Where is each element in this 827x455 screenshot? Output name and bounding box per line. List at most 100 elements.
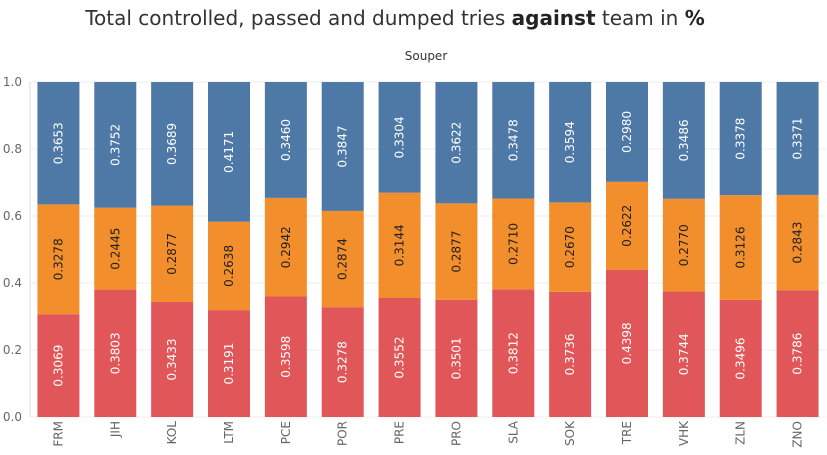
x-tick-label: ZLN bbox=[734, 421, 748, 445]
data-label: 0.3812 bbox=[506, 332, 520, 374]
data-label: 0.3069 bbox=[51, 345, 65, 387]
data-label: 0.3371 bbox=[791, 117, 805, 159]
data-label: 0.3847 bbox=[336, 125, 350, 167]
bar-segment bbox=[151, 82, 194, 206]
data-label: 0.3552 bbox=[393, 337, 407, 379]
y-tick-label: 0.8 bbox=[3, 142, 22, 156]
bar-segment bbox=[37, 204, 80, 315]
data-label: 0.3191 bbox=[222, 343, 236, 385]
data-label: 0.2980 bbox=[620, 111, 634, 153]
bar-segment bbox=[776, 290, 819, 417]
y-tick-label: 1.0 bbox=[3, 75, 22, 89]
y-tick-label: 0.2 bbox=[3, 343, 22, 357]
data-label: 0.3622 bbox=[449, 122, 463, 164]
data-label: 0.3304 bbox=[393, 116, 407, 158]
data-label: 0.3752 bbox=[108, 124, 122, 166]
data-label: 0.2843 bbox=[791, 222, 805, 264]
data-label: 0.3378 bbox=[734, 118, 748, 160]
bar-segment bbox=[662, 198, 705, 292]
bar-segment bbox=[492, 82, 535, 199]
bar-segment bbox=[94, 207, 137, 290]
x-tick-label: PRE bbox=[393, 421, 407, 444]
data-label: 0.2770 bbox=[677, 224, 691, 266]
bar-segment bbox=[776, 194, 819, 291]
bar-segment bbox=[37, 314, 80, 417]
data-label: 0.4171 bbox=[222, 131, 236, 173]
y-axis: 0.0 0.2 0.4 0.6 0.8 1.0 bbox=[3, 75, 31, 424]
bar-segment bbox=[378, 82, 421, 193]
data-label: 0.3433 bbox=[165, 338, 179, 380]
data-label: 0.3460 bbox=[279, 119, 293, 161]
bar-segment bbox=[321, 82, 364, 211]
data-label: 0.3496 bbox=[734, 337, 748, 379]
bar-segment bbox=[435, 299, 478, 417]
data-label: 0.3126 bbox=[734, 227, 748, 269]
data-label: 0.3486 bbox=[677, 119, 691, 161]
bar-segment bbox=[208, 221, 250, 311]
data-label: 0.2942 bbox=[279, 226, 293, 268]
bar-segment bbox=[776, 82, 819, 195]
data-label: 0.2445 bbox=[108, 228, 122, 270]
data-label: 0.3278 bbox=[51, 238, 65, 280]
data-label: 0.3278 bbox=[336, 341, 350, 383]
bar-segment bbox=[719, 195, 762, 300]
bar-segment bbox=[264, 296, 307, 417]
bar-segment bbox=[549, 202, 592, 292]
y-tick-label: 0.0 bbox=[3, 410, 22, 424]
data-label: 0.3653 bbox=[51, 122, 65, 164]
x-tick-label: JIH bbox=[108, 421, 122, 438]
x-tick-label: ZNO bbox=[791, 421, 805, 448]
data-label: 0.3144 bbox=[393, 224, 407, 266]
data-label: 0.3736 bbox=[563, 333, 577, 375]
bar-segment bbox=[435, 203, 478, 300]
bar-segment bbox=[719, 82, 762, 196]
bar-segment bbox=[264, 197, 307, 297]
data-label: 0.3594 bbox=[563, 121, 577, 163]
data-label: 0.3478 bbox=[506, 119, 520, 161]
bar-segment bbox=[662, 291, 705, 417]
data-label: 0.2638 bbox=[222, 245, 236, 287]
x-tick-label: KOL bbox=[165, 421, 179, 445]
bar-segment bbox=[94, 82, 137, 208]
chart-header: Souper bbox=[405, 49, 448, 63]
bar-segment bbox=[321, 307, 364, 417]
bar-segment bbox=[606, 82, 648, 182]
bar-segment bbox=[378, 192, 421, 299]
x-tick-label: VHK bbox=[677, 420, 691, 446]
bar-segment bbox=[321, 210, 364, 308]
data-label: 0.2622 bbox=[620, 205, 634, 247]
data-label: 0.3786 bbox=[791, 333, 805, 375]
data-label: 0.3598 bbox=[279, 336, 293, 378]
data-label: 0.2877 bbox=[165, 233, 179, 275]
data-label: 0.2710 bbox=[506, 223, 520, 265]
data-label: 0.3744 bbox=[677, 333, 691, 375]
x-tick-label: POR bbox=[336, 421, 350, 446]
data-label: 0.4398 bbox=[620, 322, 634, 364]
data-label: 0.3501 bbox=[449, 337, 463, 379]
data-label: 0.2874 bbox=[336, 238, 350, 280]
x-tick-label: LTM bbox=[222, 421, 236, 444]
x-axis: FRM JIH KOL LTM PCE POR PRE PRO SLA SOK TRE VHK ZLN Z… bbox=[51, 420, 804, 448]
x-tick-label: FRM bbox=[51, 421, 65, 447]
x-tick-label: SOK bbox=[563, 420, 577, 446]
data-label: 0.3803 bbox=[108, 332, 122, 374]
bar-segment bbox=[662, 82, 705, 199]
data-label: 0.2670 bbox=[563, 226, 577, 268]
bar-segment bbox=[549, 82, 592, 203]
x-tick-label: PRO bbox=[449, 421, 463, 446]
bar-segment bbox=[151, 205, 194, 302]
data-label: 0.3689 bbox=[165, 123, 179, 165]
x-tick-label: PCE bbox=[279, 421, 293, 444]
bar-segment bbox=[492, 198, 535, 290]
x-tick-label: SLA bbox=[506, 420, 520, 444]
bar-segment bbox=[94, 289, 137, 417]
x-tick-label: TRE bbox=[620, 421, 634, 445]
y-tick-label: 0.6 bbox=[3, 209, 22, 223]
bar-segment bbox=[492, 289, 535, 417]
bar-segment bbox=[606, 181, 648, 270]
bar-segment bbox=[549, 291, 592, 417]
chart-title: Total controlled, passed and dumped trie… bbox=[85, 6, 705, 30]
bar-segment bbox=[378, 298, 421, 417]
bar-segment bbox=[606, 269, 648, 417]
